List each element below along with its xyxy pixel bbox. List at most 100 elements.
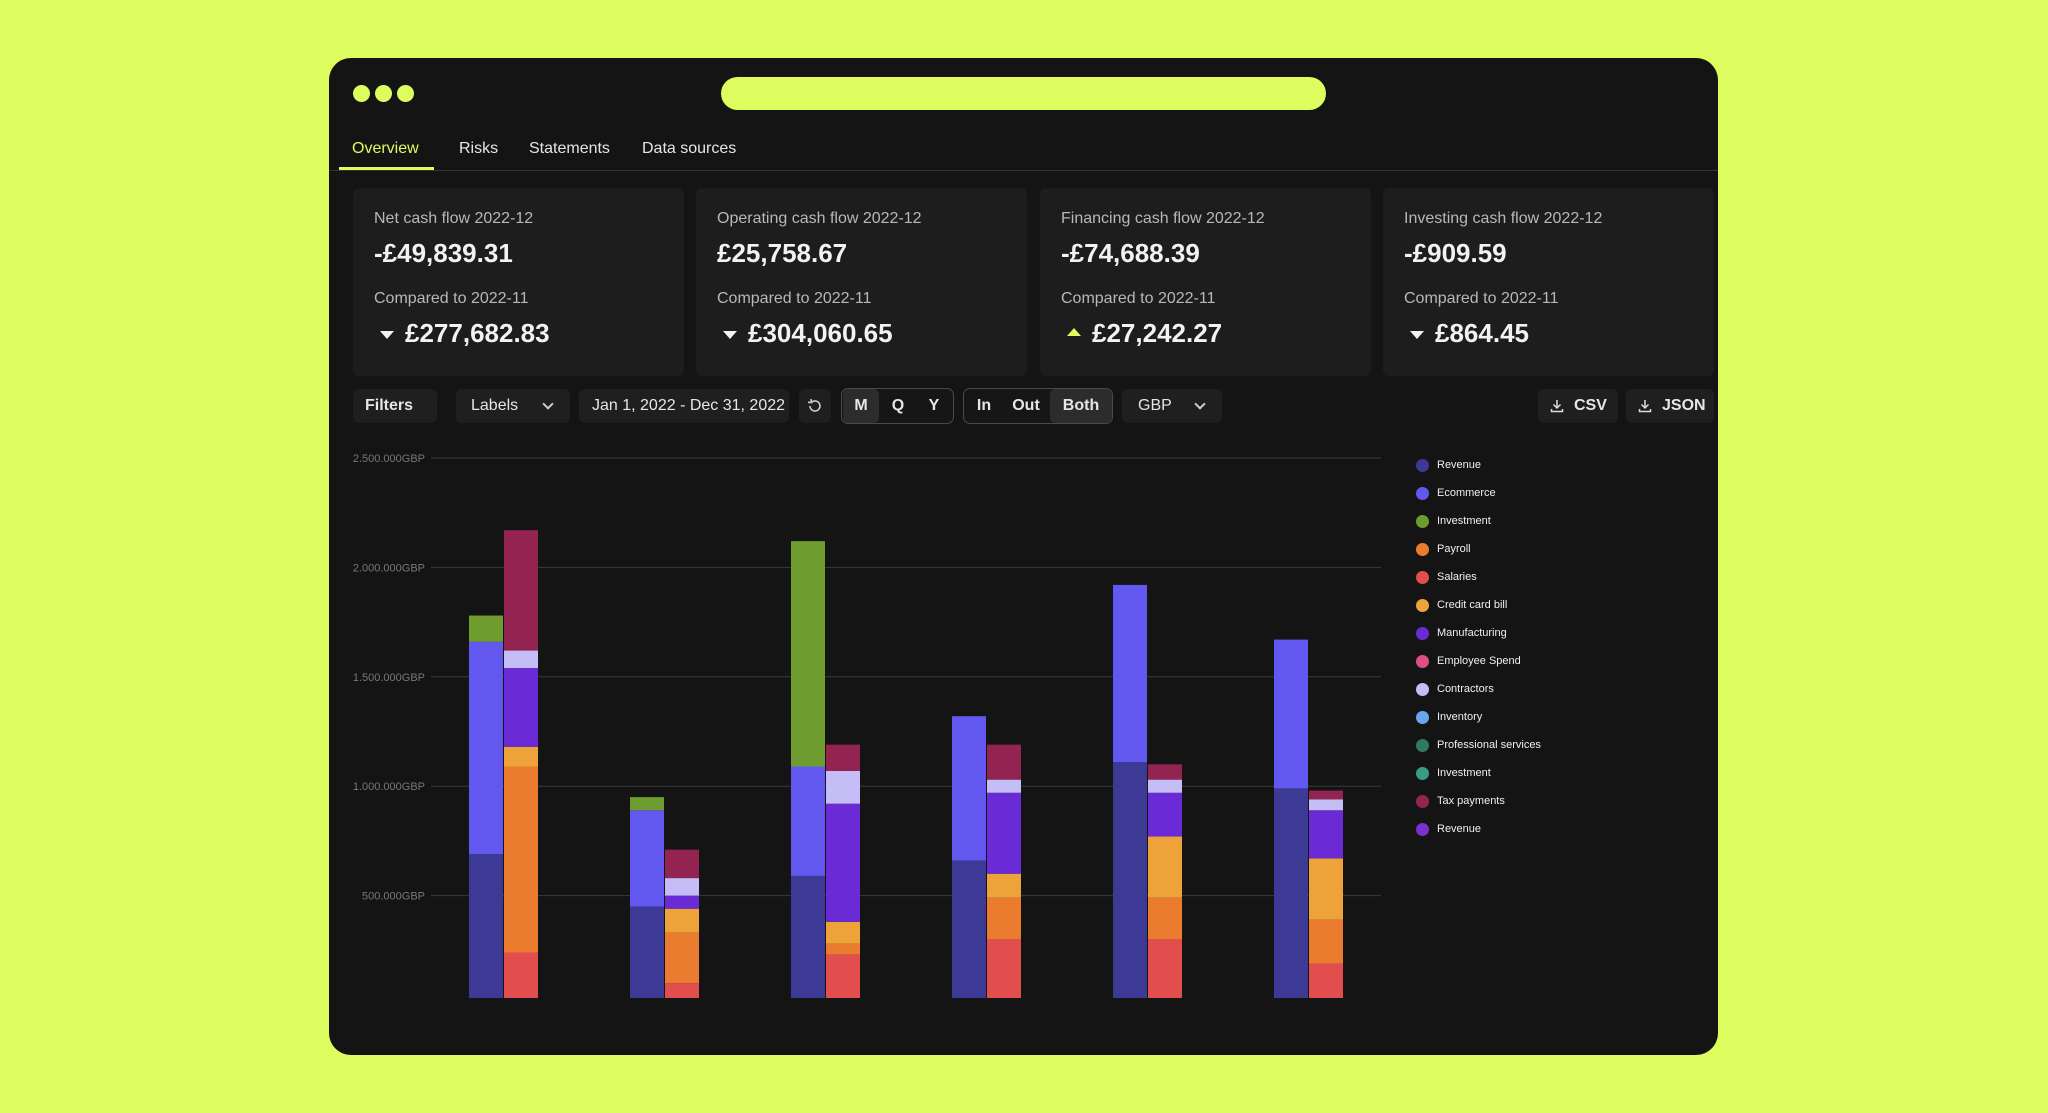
bar-segment[interactable] [1148,779,1182,793]
trend-up-icon [1067,328,1081,336]
bar-segment[interactable] [504,746,538,767]
legend-swatch [1416,571,1429,584]
bar-segment[interactable] [469,854,503,998]
kpi-delta: £27,242.27 [1092,318,1223,348]
flow-segmented-control: In Out Both [963,388,1113,424]
flow-option-both[interactable]: Both [1050,389,1112,423]
bar-segment[interactable] [630,810,664,907]
window-dot-icon[interactable] [375,85,392,102]
bar-segment[interactable] [826,770,860,804]
legend-label: Payroll [1437,543,1471,555]
bar-segment[interactable] [987,939,1021,998]
kpi-delta: £864.45 [1435,318,1529,348]
legend-swatch [1416,543,1429,556]
bar-segment[interactable] [665,849,699,879]
bar-segment[interactable] [1148,792,1182,837]
y-tick-label: 500.000GBP [362,891,425,903]
bar-segment[interactable] [1148,939,1182,998]
currency-dropdown[interactable]: GBP [1122,389,1222,423]
bar-segment[interactable] [665,895,699,909]
bar-segment[interactable] [1309,799,1343,811]
window-dot-icon[interactable] [353,85,370,102]
export-json-button[interactable]: JSON [1626,389,1714,423]
download-icon [1550,400,1564,413]
bar-segment[interactable] [1309,858,1343,920]
filters-button[interactable]: Filters [353,389,437,423]
kpi-delta: £304,060.65 [748,318,893,348]
bar-segment[interactable] [1309,919,1343,964]
bar-segment[interactable] [1113,762,1147,998]
bar-segment[interactable] [504,650,538,669]
bar-segment[interactable] [665,932,699,984]
bar-segment[interactable] [630,906,664,998]
bar-segment[interactable] [1274,639,1308,789]
bar-segment[interactable] [987,873,1021,898]
bar-segment[interactable] [791,766,825,876]
tab-data-sources[interactable]: Data sources [642,140,737,157]
window-dot-icon[interactable] [397,85,414,102]
address-bar[interactable] [721,77,1326,110]
bar-segment[interactable] [826,803,860,922]
kpi-compare-label: Compared to 2022-11 [374,290,529,307]
period-option-q[interactable]: Q [891,397,905,414]
labels-dropdown[interactable]: Labels [456,389,570,423]
legend-swatch [1416,795,1429,808]
legend-swatch [1416,823,1429,836]
legend-label: Investment [1437,515,1491,527]
bar-segment[interactable] [987,792,1021,874]
bar-segment[interactable] [1309,810,1343,859]
bar-segment[interactable] [469,615,503,642]
kpi-value: £25,758.67 [717,238,848,268]
app-window: Overview Risks Statements Data sources N… [329,58,1718,1055]
bar-segment[interactable] [665,908,699,933]
bar-segment[interactable] [987,897,1021,940]
export-csv-button[interactable]: CSV [1538,389,1618,423]
bar-segment[interactable] [1113,584,1147,763]
bar-segment[interactable] [987,779,1021,793]
kpi-compare-label: Compared to 2022-11 [1061,290,1216,307]
bar-segment[interactable] [1148,897,1182,940]
period-option-y[interactable]: Y [928,397,940,414]
bar-segment[interactable] [952,860,986,998]
bar-segment[interactable] [791,875,825,998]
bar-segment[interactable] [1309,963,1343,998]
legend-label: Investment [1437,767,1491,779]
bar-segment[interactable] [665,878,699,896]
bar-segment[interactable] [826,921,860,944]
bar-segment[interactable] [665,983,699,998]
bar-segment[interactable] [826,943,860,955]
kpi-card-net-cash-flow: Net cash flow 2022-12 -£49,839.31 Compar… [353,188,684,376]
export-json-label: JSON [1662,397,1706,414]
bar-segment[interactable] [952,716,986,861]
bar-segment[interactable] [504,952,538,998]
date-range-picker[interactable]: Jan 1, 2022 - Dec 31, 2022 [579,389,789,423]
bar-segment[interactable] [504,530,538,651]
reset-button[interactable] [799,389,831,423]
kpi-compare-label: Compared to 2022-11 [717,290,872,307]
bar-segment[interactable] [630,797,664,811]
legend-label: Revenue [1437,823,1482,835]
bar-segment[interactable] [826,954,860,998]
tab-overview[interactable]: Overview [352,140,419,157]
bar-segment[interactable] [1309,790,1343,800]
bar-segment[interactable] [1148,836,1182,898]
flow-option-in[interactable]: In [976,397,992,414]
kpi-delta: £277,682.83 [405,318,550,348]
bar-segment[interactable] [987,744,1021,780]
tab-risks[interactable]: Risks [459,140,499,157]
bar-segment[interactable] [504,766,538,953]
period-option-m[interactable]: M [843,389,879,423]
export-csv-label: CSV [1574,397,1607,414]
legend-swatch [1416,515,1429,528]
bar-segment[interactable] [1148,764,1182,780]
flow-option-out[interactable]: Out [1012,397,1040,414]
tab-statements[interactable]: Statements [529,140,610,157]
kpi-label: Investing cash flow 2022-12 [1404,210,1603,227]
bar-segment[interactable] [469,641,503,855]
bar-segment[interactable] [791,541,825,767]
reset-icon [807,398,821,412]
y-tick-label: 1.500.000GBP [353,672,425,684]
bar-segment[interactable] [826,744,860,771]
bar-segment[interactable] [1274,788,1308,998]
bar-segment[interactable] [504,668,538,747]
